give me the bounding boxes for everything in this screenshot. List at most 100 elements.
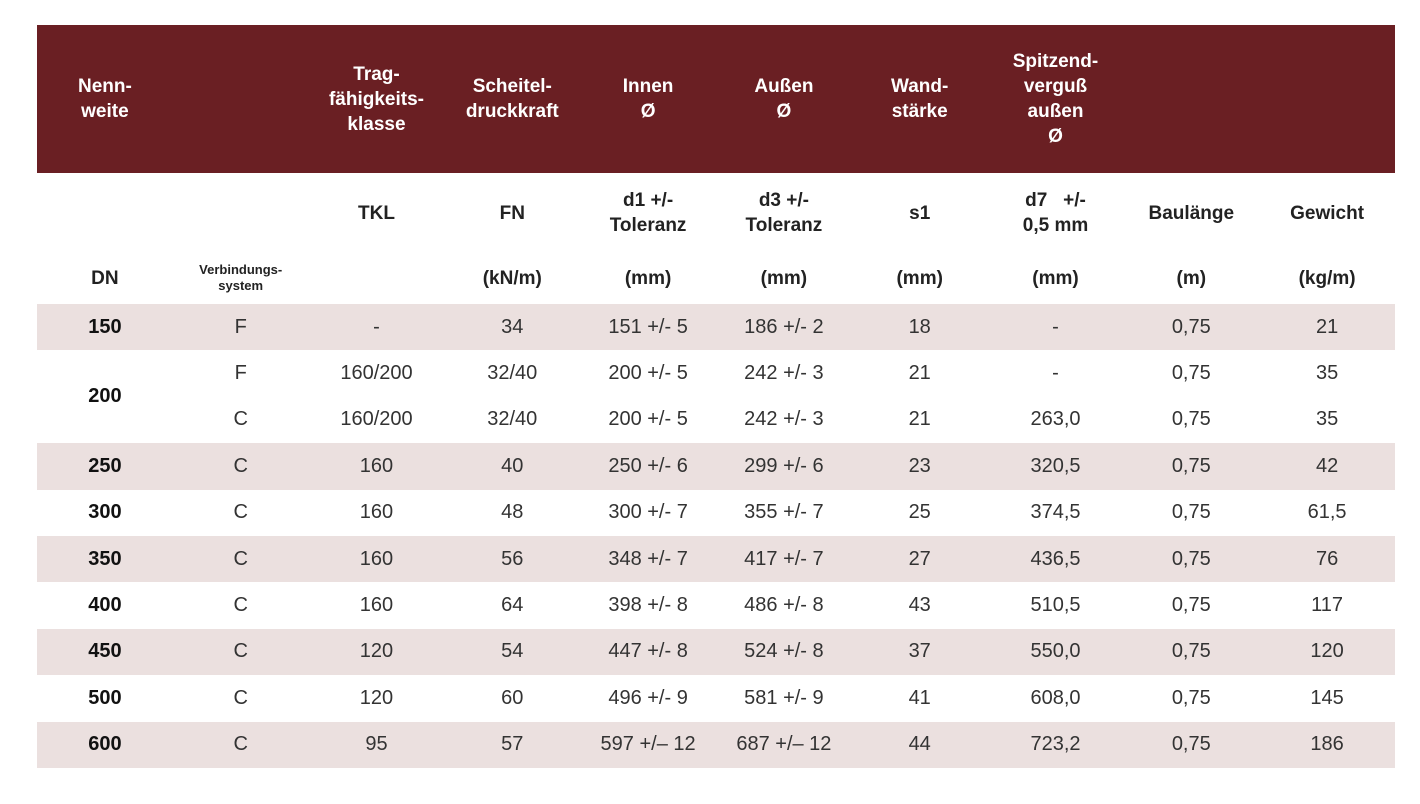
cell-text: 32/40 bbox=[487, 408, 538, 431]
row-shade bbox=[37, 536, 1395, 583]
cell-text: C bbox=[233, 594, 248, 617]
cell-text: 447 +/- 8 bbox=[608, 640, 688, 663]
row-shade bbox=[37, 304, 1395, 351]
cell-text: 56 bbox=[501, 547, 524, 570]
cell-text: Außen bbox=[754, 76, 814, 97]
cell-text: 41 bbox=[908, 686, 931, 709]
data-cell: 117 bbox=[1259, 582, 1395, 628]
cell-text: Nenn- bbox=[77, 76, 132, 97]
cell-text: 0,5 mm bbox=[1022, 215, 1089, 236]
data-cell: F bbox=[173, 350, 309, 396]
cell-text: Wand- bbox=[891, 76, 949, 97]
cell-text: weite bbox=[81, 101, 129, 122]
cell-text: 160 bbox=[359, 454, 394, 477]
unit-cell: (kg/m) bbox=[1259, 253, 1395, 303]
cell-text: 54 bbox=[501, 640, 524, 663]
cell-text: 436,5 bbox=[1030, 547, 1081, 570]
data-cell: 120 bbox=[309, 675, 445, 721]
cell-text: C bbox=[233, 547, 248, 570]
unit-cell: (mm) bbox=[580, 253, 716, 303]
data-cell: F bbox=[173, 304, 309, 350]
cell-text: system bbox=[218, 278, 264, 293]
cell-text: 242 +/- 3 bbox=[744, 408, 824, 431]
header-cell: Innen Ø bbox=[580, 25, 716, 173]
data-cell: 0,75 bbox=[1123, 490, 1259, 536]
cell-text: 0,75 bbox=[1171, 547, 1211, 570]
cell-text: C bbox=[233, 640, 248, 663]
cell-text: (kN/m) bbox=[482, 267, 542, 289]
cell-text: 35 bbox=[1315, 408, 1339, 431]
data-cell: 61,5 bbox=[1259, 490, 1395, 536]
data-cell: 32/40 bbox=[444, 350, 580, 396]
unit-cell: (kN/m) bbox=[444, 253, 580, 303]
cell-text: Trag- bbox=[353, 63, 400, 85]
cell-text: 496 +/- 9 bbox=[608, 686, 688, 709]
cell-text: 723,2 bbox=[1030, 733, 1081, 756]
cell-text: 300 +/- 7 bbox=[608, 501, 688, 524]
data-cell: 436,5 bbox=[988, 536, 1124, 582]
data-cell: 25 bbox=[852, 490, 988, 536]
data-cell: 41 bbox=[852, 675, 988, 721]
data-cell: 510,5 bbox=[988, 582, 1124, 628]
cell-text: C bbox=[233, 408, 248, 431]
data-cell: 186 +/- 2 bbox=[716, 304, 852, 350]
cell-text: 242 +/- 3 bbox=[744, 362, 824, 385]
cell-text: 450 bbox=[88, 640, 122, 663]
cell-text: 0,75 bbox=[1171, 362, 1211, 385]
dn-cell: 500 bbox=[37, 675, 173, 721]
data-cell: 57 bbox=[444, 722, 580, 768]
data-cell: C bbox=[173, 536, 309, 582]
data-cell: 151 +/- 5 bbox=[580, 304, 716, 350]
dn-cell: 600 bbox=[37, 722, 173, 768]
cell-text: 35 bbox=[1315, 362, 1339, 385]
cell-text: 263,0 bbox=[1030, 408, 1081, 431]
cell-text: Toleranz bbox=[609, 215, 687, 236]
cell-text: 160/200 bbox=[340, 408, 413, 431]
unit-cell: Verbindungs-system bbox=[173, 253, 309, 303]
data-cell: - bbox=[309, 304, 445, 350]
data-cell: 242 +/- 3 bbox=[716, 350, 852, 396]
symbol-cell: TKL bbox=[309, 183, 445, 243]
data-cell: 56 bbox=[444, 536, 580, 582]
cell-text: Ø bbox=[640, 101, 656, 122]
cell-text: 417 +/- 7 bbox=[744, 547, 824, 570]
cell-text: 120 bbox=[359, 640, 394, 663]
data-cell: 48 bbox=[444, 490, 580, 536]
data-cell: 263,0 bbox=[988, 397, 1124, 443]
cell-text: 120 bbox=[1310, 640, 1344, 663]
data-cell: 0,75 bbox=[1123, 629, 1259, 675]
cell-text: - bbox=[1052, 315, 1059, 338]
cell-text: (m) bbox=[1176, 267, 1207, 289]
cell-text: 300 bbox=[88, 501, 122, 524]
cell-text: DN bbox=[91, 267, 119, 289]
cell-text: (mm) bbox=[1032, 267, 1079, 289]
data-cell: 398 +/- 8 bbox=[580, 582, 716, 628]
cell-text: Scheitel- bbox=[472, 76, 552, 97]
cell-text: 400 bbox=[88, 594, 122, 617]
cell-text: 160 bbox=[359, 594, 394, 617]
cell-text: 61,5 bbox=[1307, 501, 1347, 524]
data-cell: 186 bbox=[1259, 722, 1395, 768]
dn-cell: 400 bbox=[37, 582, 173, 628]
dn-cell: 150 bbox=[37, 304, 173, 350]
cell-text: 76 bbox=[1315, 547, 1339, 570]
cell-text: 120 bbox=[359, 686, 394, 709]
cell-text: 524 +/- 8 bbox=[744, 640, 824, 663]
data-cell: 34 bbox=[444, 304, 580, 350]
data-cell: 447 +/- 8 bbox=[580, 629, 716, 675]
data-cell: 18 bbox=[852, 304, 988, 350]
data-cell: 95 bbox=[309, 722, 445, 768]
cell-text: Baulänge bbox=[1148, 202, 1235, 224]
data-cell: 0,75 bbox=[1123, 397, 1259, 443]
cell-text: (mm) bbox=[624, 267, 672, 289]
header-cell: Außen Ø bbox=[716, 25, 852, 173]
cell-text: verguß bbox=[1023, 76, 1088, 97]
data-cell: 200 +/- 5 bbox=[580, 397, 716, 443]
cell-text: 186 +/- 2 bbox=[744, 315, 824, 338]
cell-text: 32/40 bbox=[487, 362, 538, 385]
cell-text: 200 bbox=[88, 385, 122, 408]
cell-text: 21 bbox=[1315, 315, 1339, 338]
unit-cell: (m) bbox=[1123, 253, 1259, 303]
cell-text: stärke bbox=[891, 101, 948, 122]
cell-text: C bbox=[233, 501, 248, 524]
